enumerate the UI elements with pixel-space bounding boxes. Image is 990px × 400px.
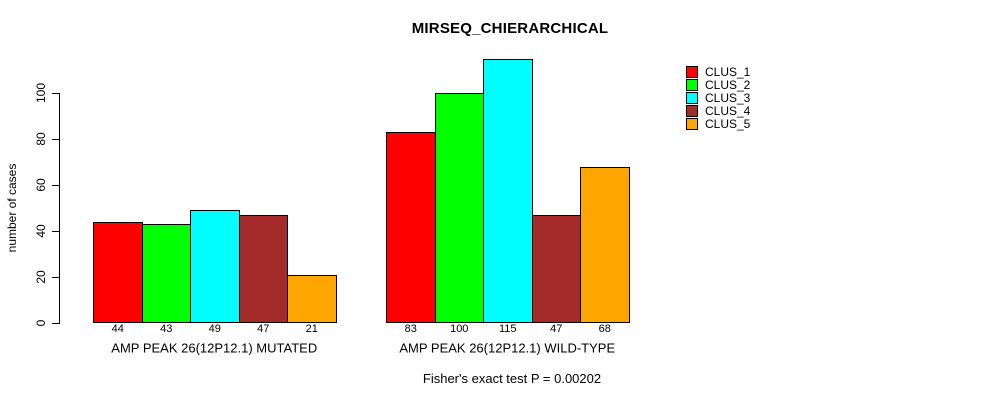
bar-value-label: 47 — [550, 323, 563, 335]
legend-color-swatch — [686, 118, 698, 131]
bar-value-label: 43 — [160, 323, 173, 335]
legend-item-clus_1: CLUS_1 — [686, 65, 750, 78]
legend-color-swatch — [686, 65, 698, 78]
bar-clus_5-group1 — [287, 274, 337, 323]
y-axis-tick — [52, 93, 59, 94]
y-axis-tick — [52, 185, 59, 186]
bar-clus_2-group2 — [434, 93, 484, 323]
bar-value-label: 100 — [450, 323, 469, 335]
bar-clus_1-group1 — [93, 221, 143, 323]
bar-value-label: 83 — [404, 323, 417, 335]
bar-clus_3-group1 — [190, 210, 240, 323]
legend-item-clus_4: CLUS_4 — [686, 105, 750, 118]
chart-title: MIRSEQ_CHIERARCHICAL — [411, 20, 609, 37]
y-axis-tick-label: 0 — [34, 319, 48, 327]
y-axis-tick-label: 40 — [34, 224, 48, 238]
y-axis-line — [59, 93, 60, 324]
y-axis-tick — [52, 277, 59, 278]
y-axis-tick — [52, 231, 59, 232]
bar-clus_5-group2 — [580, 166, 630, 323]
bar-clus_4-group1 — [238, 214, 288, 323]
bar-clus_3-group2 — [483, 58, 533, 323]
bar-value-label: 44 — [111, 323, 124, 335]
x-axis-group-label: AMP PEAK 26(12P12.1) WILD-TYPE — [399, 340, 616, 356]
legend-item-clus_3: CLUS_3 — [686, 91, 750, 104]
fisher-test-annotation: Fisher's exact test P = 0.00202 — [422, 371, 602, 386]
y-axis-tick-label: 60 — [34, 178, 48, 192]
legend: CLUS_1 CLUS_2 CLUS_3 CLUS_4 CLUS_5 — [686, 65, 750, 131]
legend-label: CLUS_1 — [705, 64, 751, 79]
bar-value-label: 47 — [257, 323, 270, 335]
y-axis-tick-label: 80 — [34, 132, 48, 146]
legend-item-clus_5: CLUS_5 — [686, 118, 750, 131]
legend-color-swatch — [686, 105, 698, 118]
legend-color-swatch — [686, 78, 698, 91]
x-axis-group-label: AMP PEAK 26(12P12.1) MUTATED — [111, 340, 318, 356]
legend-item-clus_2: CLUS_2 — [686, 78, 750, 91]
legend-label: CLUS_3 — [705, 90, 751, 105]
bar-clus_4-group2 — [531, 214, 581, 323]
legend-label: CLUS_5 — [705, 117, 751, 132]
y-axis-tick-label: 100 — [34, 82, 48, 104]
bar-value-label: 49 — [208, 323, 221, 335]
y-axis-tick-label: 20 — [34, 270, 48, 284]
legend-label: CLUS_2 — [705, 77, 751, 92]
bar-clus_1-group2 — [386, 132, 436, 323]
bar-clus_2-group1 — [141, 224, 191, 323]
legend-label: CLUS_4 — [705, 104, 751, 119]
bar-value-label: 115 — [498, 323, 517, 335]
legend-color-swatch — [686, 91, 698, 104]
bar-value-label: 68 — [598, 323, 611, 335]
y-axis-tick — [52, 323, 59, 324]
bar-value-label: 21 — [305, 323, 318, 335]
y-axis-tick — [52, 139, 59, 140]
